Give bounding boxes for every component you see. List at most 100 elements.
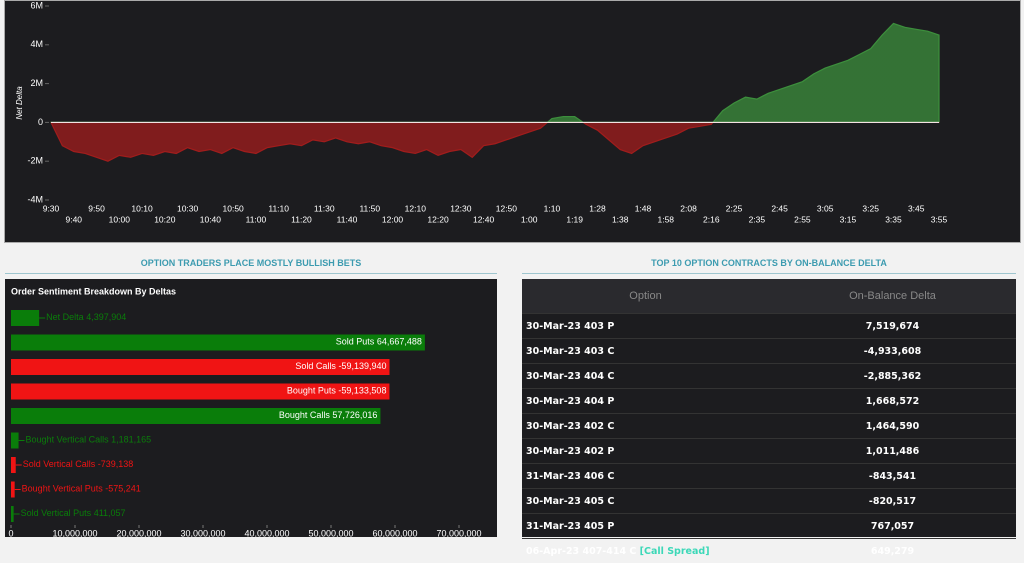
x-tick-label: 12:10 xyxy=(405,203,427,213)
x-tick-label: 3:35 xyxy=(885,214,902,224)
value-label: -59,139,940 xyxy=(338,361,386,371)
x-tick-label: 1:19 xyxy=(566,214,583,224)
net-delta-area xyxy=(51,23,939,161)
bar-label: Sold Calls -59,139,940 xyxy=(295,361,386,371)
x-tick-label: 11:00 xyxy=(246,214,267,224)
option-cell: 30-Mar-23 404 P xyxy=(522,389,769,414)
x-tick-label: 2:45 xyxy=(771,203,788,213)
x-tick-label: 3:05 xyxy=(817,203,834,213)
value-label: 1,181,165 xyxy=(111,435,151,445)
option: 30-Mar-23 403 C xyxy=(526,346,614,357)
delta-cell: 1,668,572 xyxy=(769,389,1016,414)
option: 31-Mar-23 406 C xyxy=(526,471,614,482)
x-tick-label: 9:30 xyxy=(43,203,60,213)
bar xyxy=(11,310,39,326)
delta-cell: 1,464,590 xyxy=(769,414,1016,439)
y-tick-label: 2M xyxy=(30,78,43,88)
x-tick-label: 2:25 xyxy=(726,203,743,213)
x-tick-label: 11:50 xyxy=(359,203,380,213)
value-label: 411,057 xyxy=(94,508,126,518)
bar xyxy=(11,506,14,522)
chart-title: Order Sentiment Breakdown By Deltas xyxy=(11,286,176,296)
x-tick-label: 1:58 xyxy=(657,214,674,224)
x-tick-label: 1:38 xyxy=(612,214,629,224)
x-tick-label: 10:50 xyxy=(223,203,245,213)
category: Bought Vertical Puts xyxy=(22,484,104,494)
table-row: 30-Mar-23 403 C -4,933,608 xyxy=(522,339,1016,364)
x-tick-label: 2:55 xyxy=(794,214,811,224)
category: Sold Vertical Calls xyxy=(23,459,96,469)
table-row: 30-Mar-23 405 C -820,517 xyxy=(522,489,1016,514)
option-cell: 30-Mar-23 403 C xyxy=(522,339,769,364)
bar-label: Bought Puts -59,133,508 xyxy=(287,386,387,396)
x-tick-label: 20,000,000 xyxy=(116,528,161,537)
delta-cell: -820,517 xyxy=(769,489,1016,514)
x-tick-label: 10:00 xyxy=(109,214,131,224)
x-tick-label: 10,000,000 xyxy=(52,528,97,537)
bar xyxy=(11,457,16,473)
x-tick-label: 70,000,000 xyxy=(436,528,481,537)
x-tick-label: 30,000,000 xyxy=(180,528,225,537)
category: Bought Calls xyxy=(279,410,331,420)
delta-cell: 767,057 xyxy=(769,514,1016,539)
column-header: On-Balance Delta xyxy=(769,279,1016,314)
x-tick-label: 10:10 xyxy=(131,203,153,213)
x-tick-label: 11:30 xyxy=(314,203,335,213)
value-label: -575,241 xyxy=(105,484,141,494)
y-tick-label: 4M xyxy=(30,39,43,49)
table-row: 31-Mar-23 406 C -843,541 xyxy=(522,464,1016,489)
delta-cell: -843,541 xyxy=(769,464,1016,489)
x-tick-label: 2:35 xyxy=(749,214,766,224)
panel-title: TOP 10 OPTION CONTRACTS BY ON-BALANCE DE… xyxy=(522,258,1016,274)
x-tick-label: 1:00 xyxy=(521,214,538,224)
option: 30-Mar-23 402 P xyxy=(526,446,614,457)
y-tick-label: 0 xyxy=(38,117,43,127)
category: Sold Puts xyxy=(336,337,375,347)
y-tick-label: -4M xyxy=(28,194,44,204)
y-tick-label: 6M xyxy=(30,1,43,10)
x-tick-label: 2:16 xyxy=(703,214,720,224)
option: 06-Apr-23 407-414 C xyxy=(526,546,636,557)
x-tick-label: 12:30 xyxy=(450,203,472,213)
option: 30-Mar-23 405 C xyxy=(526,496,614,507)
bar-label: Sold Vertical Puts 411,057 xyxy=(21,508,126,518)
value-label: -739,138 xyxy=(98,459,134,469)
category: Sold Vertical Puts xyxy=(21,508,92,518)
x-tick-label: 3:45 xyxy=(908,203,925,213)
option-cell: 31-Mar-23 406 C xyxy=(522,464,769,489)
x-tick-label: 60,000,000 xyxy=(372,528,417,537)
x-tick-label: 12:20 xyxy=(427,214,449,224)
table-row: 06-Apr-23 407-414 C [Call Spread]649,279 xyxy=(522,539,1016,563)
x-tick-label: 3:25 xyxy=(862,203,879,213)
x-tick-label: 9:50 xyxy=(88,203,105,213)
option: 30-Mar-23 404 C xyxy=(526,371,614,382)
option-cell: 30-Mar-23 402 C xyxy=(522,414,769,439)
option-cell: 06-Apr-23 407-414 C [Call Spread] xyxy=(522,539,769,563)
column-header: Option xyxy=(522,279,769,314)
x-tick-label: 3:15 xyxy=(840,214,857,224)
category: Sold Calls xyxy=(295,361,336,371)
option-cell: 30-Mar-23 405 C xyxy=(522,489,769,514)
delta-cell: -4,933,608 xyxy=(769,339,1016,364)
bar-label: Bought Vertical Calls 1,181,165 xyxy=(26,435,152,445)
table-row: 30-Mar-23 404 C-2,885,362 xyxy=(522,364,1016,389)
bar xyxy=(11,433,19,449)
x-tick-label: 3:55 xyxy=(931,214,948,224)
x-tick-label: 10:40 xyxy=(200,214,222,224)
delta-cell: 649,279 xyxy=(769,539,1016,563)
x-tick-label: 1:28 xyxy=(589,203,606,213)
bar-label: Sold Vertical Calls -739,138 xyxy=(23,459,134,469)
x-tick-label: 10:20 xyxy=(154,214,176,224)
x-tick-label: 11:10 xyxy=(268,203,289,213)
